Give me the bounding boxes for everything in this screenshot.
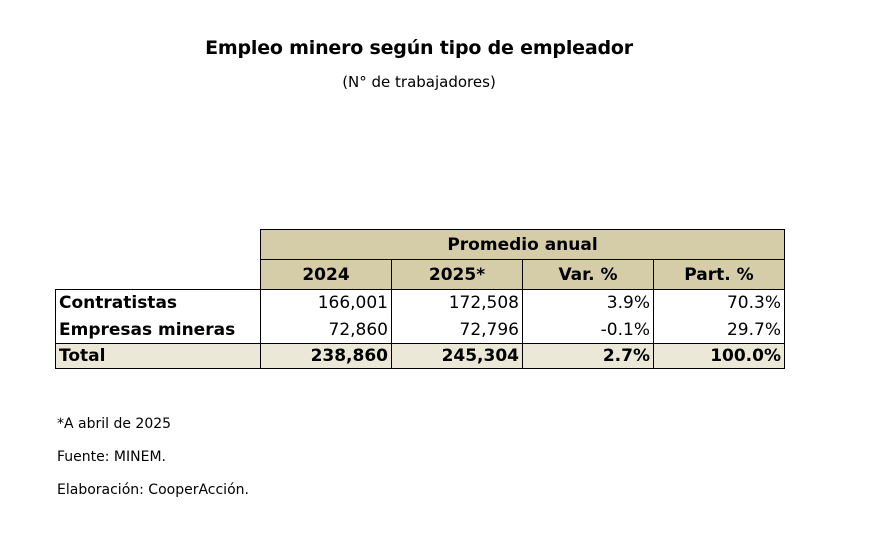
total-cell: 2.7%: [522, 343, 654, 369]
footnote: *A abril de 2025: [57, 416, 172, 432]
total-cell: 238,860: [260, 343, 392, 369]
page-subtitle: (N° de trabajadores): [342, 73, 496, 91]
column-header-row: 2024 2025* Var. % Part. %: [56, 259, 785, 290]
page-title: Empleo minero según tipo de empleador: [205, 37, 633, 59]
column-header-2025: 2025*: [391, 259, 523, 290]
source-note: Fuente: MINEM.: [57, 449, 166, 465]
table-cell: 70.3%: [653, 289, 785, 317]
column-header-var: Var. %: [522, 259, 654, 290]
table-cell: 172,508: [391, 289, 523, 317]
row-label: Empresas mineras: [55, 316, 261, 344]
table-cell: 72,796: [391, 316, 523, 344]
group-header-row: Promedio anual: [56, 229, 785, 260]
table-row: Empresas mineras 72,860 72,796 -0.1% 29.…: [55, 316, 785, 344]
credit-note: Elaboración: CooperAcción.: [57, 482, 249, 498]
column-header-2024: 2024: [260, 259, 392, 290]
table-cell: -0.1%: [522, 316, 654, 344]
group-header: Promedio anual: [260, 229, 785, 260]
total-row: Total 238,860 245,304 2.7% 100.0%: [55, 343, 785, 369]
total-label: Total: [55, 343, 261, 369]
table-cell: 166,001: [260, 289, 392, 317]
row-label: Contratistas: [55, 289, 261, 317]
total-cell: 245,304: [391, 343, 523, 369]
column-header-part: Part. %: [653, 259, 785, 290]
total-cell: 100.0%: [653, 343, 785, 369]
blank-cell: [56, 260, 261, 290]
employment-table: Promedio anual 2024 2025* Var. % Part. %…: [55, 229, 785, 369]
table-cell: 72,860: [260, 316, 392, 344]
blank-cell: [56, 230, 261, 260]
table-cell: 3.9%: [522, 289, 654, 317]
table-row: Contratistas 166,001 172,508 3.9% 70.3%: [55, 289, 785, 317]
table-cell: 29.7%: [653, 316, 785, 344]
